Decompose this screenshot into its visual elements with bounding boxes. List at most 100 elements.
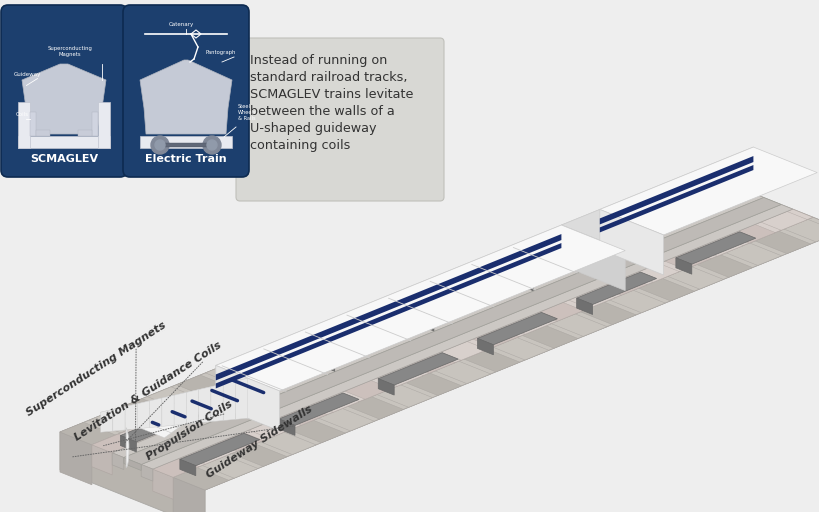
Polygon shape bbox=[315, 343, 362, 362]
Polygon shape bbox=[378, 353, 458, 385]
Polygon shape bbox=[173, 467, 229, 490]
Polygon shape bbox=[215, 234, 561, 380]
Polygon shape bbox=[138, 401, 192, 423]
Polygon shape bbox=[219, 395, 235, 412]
Polygon shape bbox=[319, 355, 334, 371]
Polygon shape bbox=[216, 433, 263, 451]
Polygon shape bbox=[507, 265, 554, 284]
Polygon shape bbox=[215, 225, 561, 406]
Polygon shape bbox=[92, 445, 112, 475]
Polygon shape bbox=[149, 398, 199, 418]
Polygon shape bbox=[173, 477, 205, 512]
Polygon shape bbox=[89, 411, 145, 433]
Polygon shape bbox=[754, 231, 810, 253]
Polygon shape bbox=[235, 378, 247, 383]
Polygon shape bbox=[215, 243, 561, 389]
Polygon shape bbox=[186, 390, 198, 424]
Polygon shape bbox=[475, 278, 522, 297]
Text: Propulsion Coils: Propulsion Coils bbox=[144, 399, 234, 462]
Polygon shape bbox=[173, 217, 819, 490]
Polygon shape bbox=[492, 337, 548, 360]
Polygon shape bbox=[603, 226, 649, 245]
Polygon shape bbox=[60, 432, 205, 512]
Polygon shape bbox=[125, 404, 138, 430]
Polygon shape bbox=[161, 395, 174, 426]
Polygon shape bbox=[264, 339, 319, 362]
Polygon shape bbox=[561, 225, 624, 291]
Polygon shape bbox=[477, 338, 493, 355]
Circle shape bbox=[203, 136, 221, 154]
Polygon shape bbox=[138, 401, 149, 429]
Polygon shape bbox=[580, 302, 636, 325]
Polygon shape bbox=[78, 130, 92, 136]
Polygon shape bbox=[583, 209, 639, 232]
Polygon shape bbox=[318, 409, 373, 431]
Polygon shape bbox=[696, 255, 752, 278]
Polygon shape bbox=[539, 252, 586, 271]
Text: Guideway Sidewalls: Guideway Sidewalls bbox=[204, 404, 314, 480]
Polygon shape bbox=[202, 456, 258, 478]
Polygon shape bbox=[550, 314, 606, 336]
Polygon shape bbox=[725, 243, 781, 265]
Polygon shape bbox=[219, 382, 266, 401]
Polygon shape bbox=[174, 392, 186, 425]
Polygon shape bbox=[223, 381, 241, 388]
Polygon shape bbox=[125, 404, 185, 428]
Polygon shape bbox=[174, 392, 213, 408]
Polygon shape bbox=[278, 393, 359, 425]
Polygon shape bbox=[477, 312, 557, 345]
Text: Pantograph: Pantograph bbox=[206, 50, 236, 55]
Text: Coils: Coils bbox=[16, 113, 29, 117]
Polygon shape bbox=[351, 304, 406, 327]
Polygon shape bbox=[473, 329, 518, 347]
Polygon shape bbox=[418, 314, 433, 331]
Polygon shape bbox=[377, 368, 423, 386]
Polygon shape bbox=[443, 291, 490, 310]
Polygon shape bbox=[517, 274, 532, 291]
Polygon shape bbox=[210, 384, 223, 422]
Polygon shape bbox=[525, 233, 581, 255]
Polygon shape bbox=[319, 329, 398, 361]
Polygon shape bbox=[517, 248, 596, 281]
Polygon shape bbox=[599, 147, 817, 235]
Polygon shape bbox=[783, 219, 819, 242]
Polygon shape bbox=[120, 410, 200, 442]
Polygon shape bbox=[641, 186, 697, 208]
Polygon shape bbox=[235, 378, 247, 419]
Polygon shape bbox=[260, 432, 316, 455]
Polygon shape bbox=[635, 213, 681, 232]
Polygon shape bbox=[378, 379, 394, 395]
Polygon shape bbox=[160, 143, 212, 147]
Polygon shape bbox=[152, 469, 173, 499]
Polygon shape bbox=[112, 453, 124, 470]
Polygon shape bbox=[409, 281, 464, 303]
Polygon shape bbox=[760, 211, 807, 230]
Polygon shape bbox=[101, 410, 171, 438]
Circle shape bbox=[155, 140, 165, 150]
Polygon shape bbox=[101, 410, 113, 432]
Polygon shape bbox=[176, 375, 232, 397]
Polygon shape bbox=[186, 390, 219, 403]
Text: Superconducting Magnets: Superconducting Magnets bbox=[25, 320, 168, 418]
Polygon shape bbox=[576, 298, 592, 314]
Text: Superconducting
Magnets: Superconducting Magnets bbox=[48, 46, 93, 57]
Polygon shape bbox=[22, 64, 106, 134]
Polygon shape bbox=[161, 395, 206, 413]
Polygon shape bbox=[728, 224, 775, 243]
Polygon shape bbox=[600, 276, 646, 295]
Polygon shape bbox=[568, 289, 614, 308]
Polygon shape bbox=[571, 239, 618, 258]
Text: Steel
Wheels
& Rails: Steel Wheels & Rails bbox=[238, 104, 256, 121]
Polygon shape bbox=[124, 458, 141, 471]
Polygon shape bbox=[30, 112, 36, 136]
Polygon shape bbox=[156, 408, 202, 427]
Polygon shape bbox=[675, 232, 755, 264]
Polygon shape bbox=[18, 102, 30, 148]
Polygon shape bbox=[467, 257, 523, 280]
Polygon shape bbox=[198, 387, 227, 398]
Polygon shape bbox=[376, 385, 432, 407]
Polygon shape bbox=[292, 328, 348, 350]
Polygon shape bbox=[670, 174, 726, 197]
Polygon shape bbox=[632, 264, 678, 282]
Polygon shape bbox=[92, 185, 751, 453]
